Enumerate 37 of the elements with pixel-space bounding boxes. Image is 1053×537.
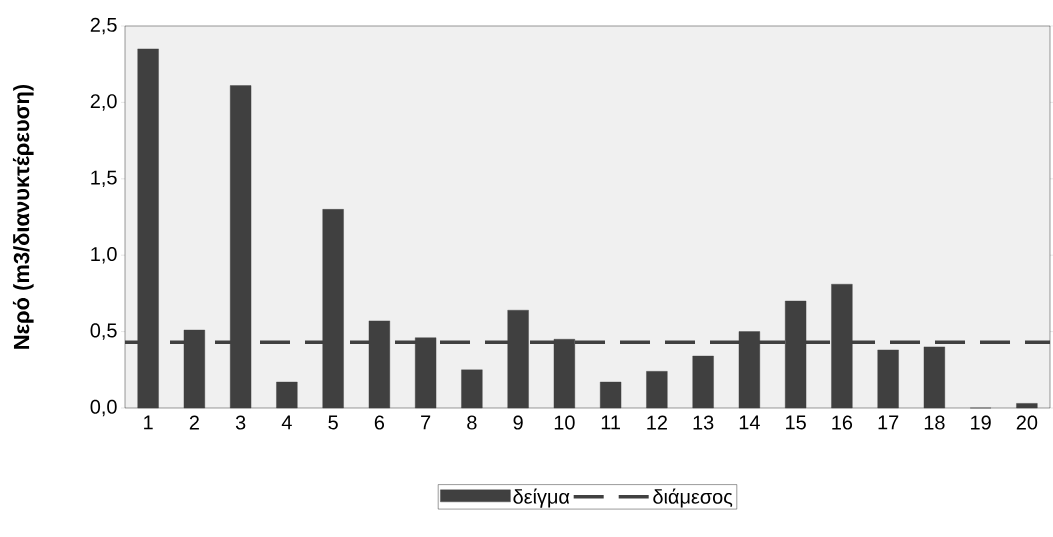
bar xyxy=(923,346,945,409)
bar xyxy=(461,369,483,409)
x-tick-label: 7 xyxy=(421,415,431,430)
x-tick-label: 10 xyxy=(554,415,575,430)
x-tick-label: 18 xyxy=(924,415,945,430)
x-tick-label: 13 xyxy=(693,415,714,430)
x-tick-label: 3 xyxy=(235,415,246,430)
y-tick-label: 1,5 xyxy=(91,170,117,187)
y-tick-label: 0,0 xyxy=(90,399,117,417)
x-tick-label: 8 xyxy=(467,415,477,430)
x-tick-label: 16 xyxy=(832,415,853,430)
y-tick-label: 2,5 xyxy=(90,17,117,35)
bar xyxy=(600,381,622,409)
legend-label: δείγμα xyxy=(513,488,570,508)
y-axis-title: Νερό (m3/διανυκτέρευση) xyxy=(12,84,34,349)
x-tick-label: 4 xyxy=(281,415,292,430)
bar xyxy=(692,355,714,409)
x-tick-label: 1 xyxy=(144,415,153,430)
bar xyxy=(646,371,668,409)
x-tick-label: 12 xyxy=(647,415,667,430)
bar xyxy=(877,349,899,409)
x-tick-label: 9 xyxy=(513,415,523,430)
x-tick-label: 6 xyxy=(374,415,385,430)
x-tick-label: 14 xyxy=(739,415,760,430)
y-tick-label: 1,0 xyxy=(91,246,117,264)
x-tick-label: 19 xyxy=(971,415,991,430)
x-tick-label: 2 xyxy=(189,415,199,430)
x-tick-label: 11 xyxy=(601,415,620,430)
bar xyxy=(276,381,298,409)
x-tick-label: 20 xyxy=(1016,415,1038,430)
y-tick-label: 2,0 xyxy=(90,94,117,111)
y-tick-label: 0,5 xyxy=(90,323,117,340)
legend-label: διάμεσος xyxy=(653,488,733,508)
x-tick-label: 5 xyxy=(328,415,338,430)
x-tick-label: 15 xyxy=(786,415,806,430)
x-tick-label: 17 xyxy=(878,415,899,430)
bar xyxy=(1016,403,1038,409)
